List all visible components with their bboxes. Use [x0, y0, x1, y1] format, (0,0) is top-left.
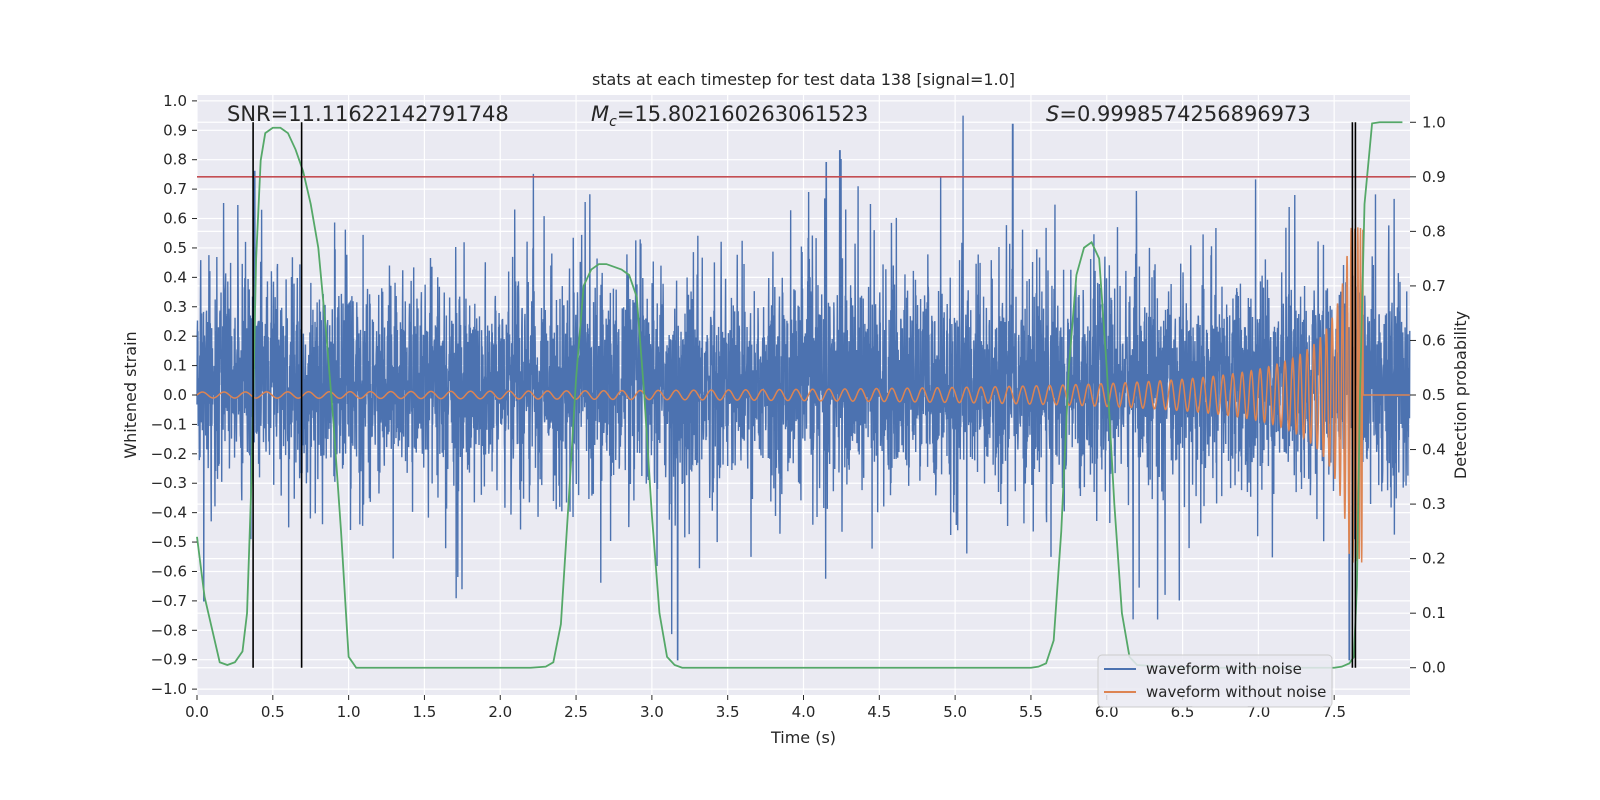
series-waveform-with-noise	[196, 115, 1411, 661]
y-tick-label: −0.4	[151, 504, 187, 522]
y2-tick-label: 0.0	[1422, 659, 1446, 677]
y-tick-label: 0.3	[163, 298, 187, 316]
y2-tick-label: 0.5	[1422, 386, 1446, 404]
y-tick-label: −0.6	[151, 562, 187, 580]
y-tick-label: 0.5	[163, 239, 187, 257]
y2-tick-label: 0.2	[1422, 550, 1446, 568]
mc-value: =15.802160263061523	[617, 102, 868, 126]
y-tick-label: −0.3	[151, 474, 187, 492]
y-tick-label: 0.9	[163, 121, 187, 139]
mc-symbol: M	[591, 102, 609, 126]
x-tick-label: 3.5	[716, 703, 740, 721]
x-tick-label: 5.5	[1019, 703, 1043, 721]
x-tick-label: 5.0	[943, 703, 967, 721]
y-tick-label: 0.1	[163, 357, 187, 375]
y-tick-label: 0.8	[163, 151, 187, 169]
y2-tick-label: 0.4	[1422, 441, 1446, 459]
x-tick-label: 0.5	[261, 703, 285, 721]
x-tick-label: 2.0	[488, 703, 512, 721]
series-waveform-without-noise	[196, 227, 1410, 563]
y-tick-label: −0.5	[151, 533, 187, 551]
x-tick-label: 0.0	[185, 703, 209, 721]
x-tick-label: 2.5	[564, 703, 588, 721]
x-tick-label: 1.5	[413, 703, 437, 721]
y-tick-label: 0.2	[163, 327, 187, 345]
legend-entry-noise: waveform with noise	[1146, 660, 1302, 678]
chirp-mass-annotation: Mc=15.802160263061523	[591, 102, 868, 130]
legend-box	[1097, 654, 1333, 708]
snr-annotation: SNR=11.11622142791748	[227, 102, 509, 126]
s-symbol: S	[1046, 102, 1059, 126]
y-tick-label: −0.1	[151, 415, 187, 433]
y-tick-label: 0.7	[163, 180, 187, 198]
legend: waveform with noise waveform without noi…	[1097, 654, 1333, 708]
x-tick-label: 1.0	[337, 703, 361, 721]
y-tick-label: 0.4	[163, 268, 187, 286]
y-tick-label: 0.0	[163, 386, 187, 404]
s-annotation: S=0.9998574256896973	[1046, 102, 1311, 126]
mc-subscript: c	[609, 114, 617, 130]
y2-tick-label: 1.0	[1422, 113, 1446, 131]
x-tick-label: 4.0	[792, 703, 816, 721]
chart-title: stats at each timestep for test data 138…	[592, 70, 1015, 89]
y-tick-label: −1.0	[151, 680, 187, 698]
x-tick-label: 7.5	[1322, 703, 1346, 721]
y2-tick-label: 0.9	[1422, 168, 1446, 186]
y-tick-label: −0.7	[151, 592, 187, 610]
s-value: =0.9998574256896973	[1059, 102, 1310, 126]
y-tick-label: 1.0	[163, 92, 187, 110]
y-tick-label: −0.9	[151, 651, 187, 669]
y-tick-label: −0.2	[151, 445, 187, 463]
y2-tick-label: 0.1	[1422, 604, 1446, 622]
legend-entry-clean: waveform without noise	[1146, 683, 1326, 701]
y2-tick-label: 0.8	[1422, 222, 1446, 240]
x-tick-label: 3.0	[640, 703, 664, 721]
y2-tick-label: 0.6	[1422, 331, 1446, 349]
y-tick-label: −0.8	[151, 621, 187, 639]
y2-tick-label: 0.7	[1422, 277, 1446, 295]
x-tick-label: 4.5	[867, 703, 891, 721]
y-tick-label: 0.6	[163, 210, 187, 228]
overlay-layer	[197, 122, 1410, 668]
y2-tick-label: 0.3	[1422, 495, 1446, 513]
y-axis-label: Whitened strain	[121, 331, 140, 458]
ticks-layer: 0.0 0.5 1.0 1.5 2.0 2.5 3.0 3.5 4.0 4.5 5.0 5.5 6.0 6…	[151, 92, 1446, 721]
y2-axis-label: Detection probability	[1451, 311, 1470, 479]
x-axis-label: Time (s)	[770, 728, 836, 747]
